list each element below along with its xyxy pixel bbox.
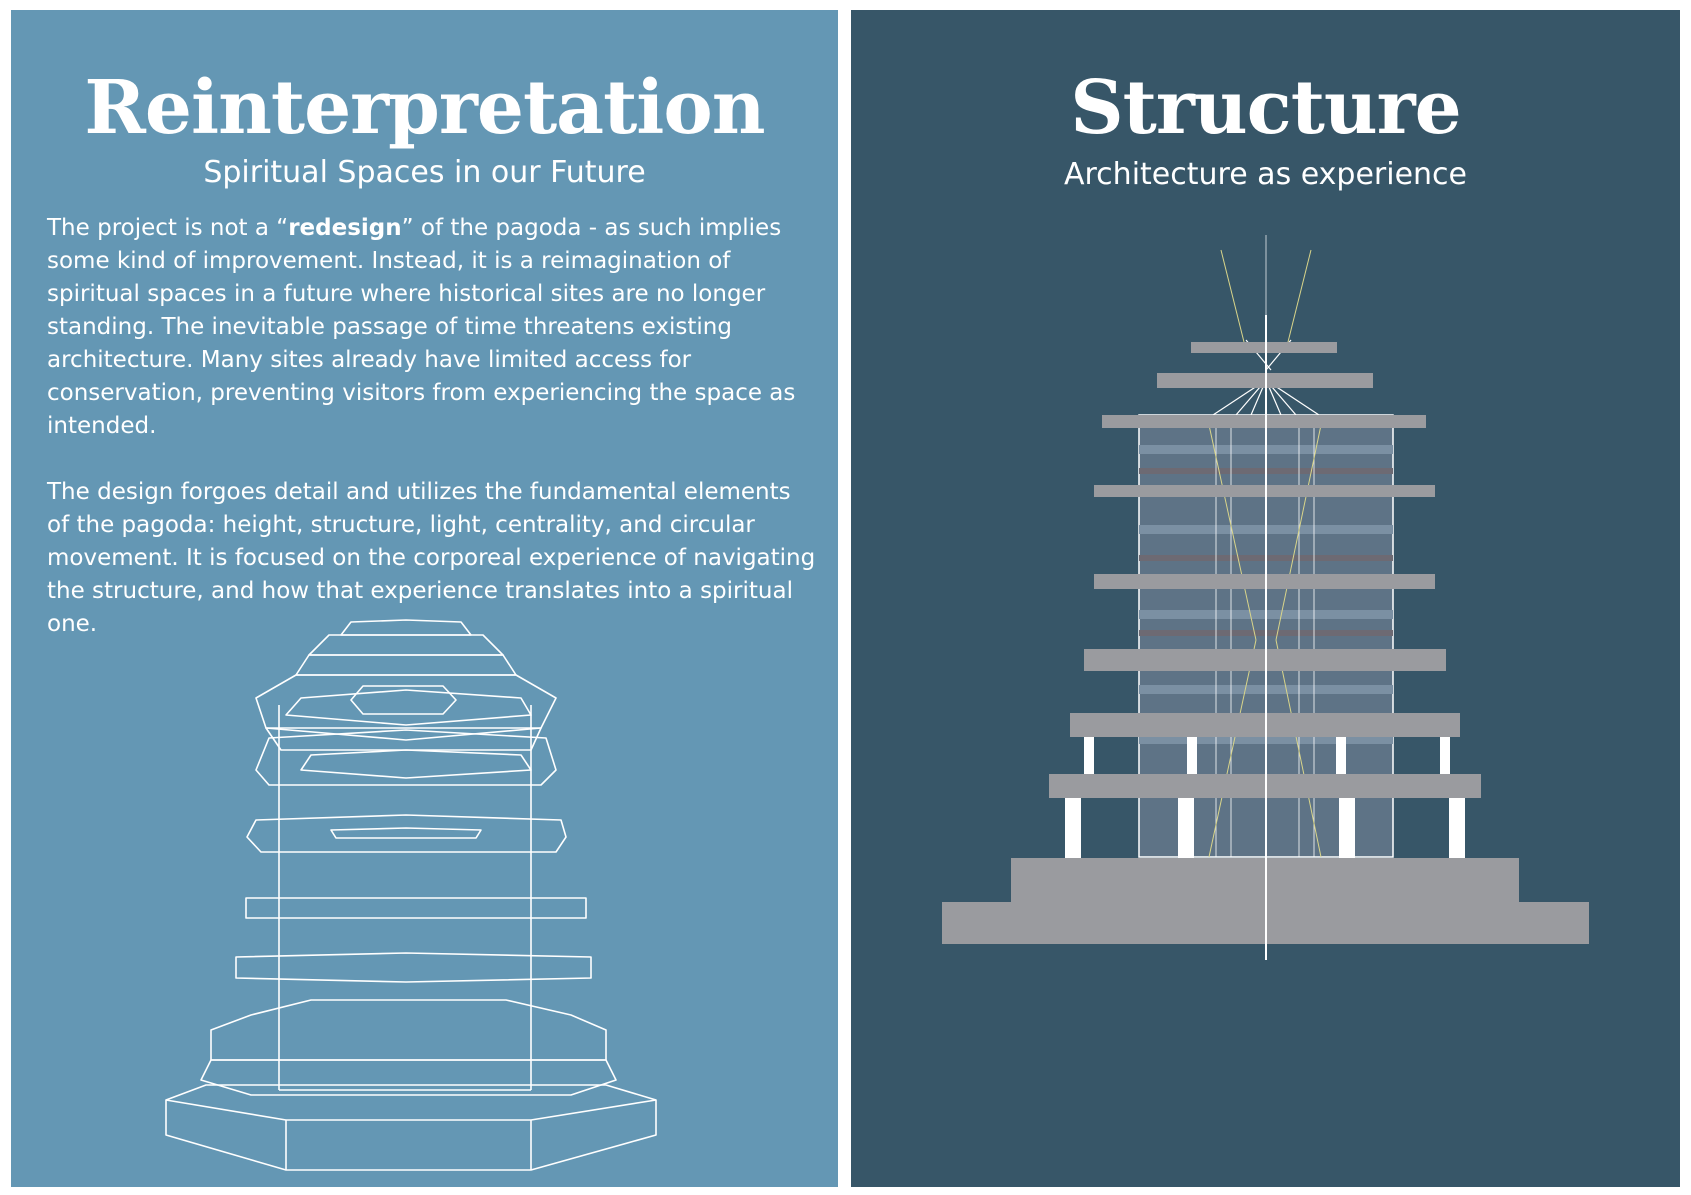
wireframe-tier-roof — [255, 674, 557, 751]
description-text: The project is not a “redesign” of the p… — [47, 212, 817, 641]
reinterpretation-subtitle: Spiritual Spaces in our Future — [203, 155, 646, 190]
structure-panel: Structure Architecture as experience — [851, 10, 1680, 1187]
section-sight-lines — [1208, 249, 1322, 858]
reinterpretation-title: Reinterpretation — [84, 65, 765, 151]
wireframe-tier-top — [295, 619, 517, 676]
paragraph-1-start: The project is not a “ — [47, 215, 289, 241]
pagoda-section-drawing — [942, 235, 1589, 960]
paragraph-1-end: ” of the pagoda - as such implies some k… — [47, 215, 796, 439]
wireframe-tier-middle — [255, 729, 557, 786]
description-paragraph-2: The design forgoes detail and utilizes t… — [47, 479, 816, 637]
structure-title: Structure — [1070, 65, 1462, 151]
description-paragraph-1: The project is not a “redesign” of the p… — [47, 212, 817, 443]
structure-subtitle: Architecture as experience — [1063, 157, 1468, 192]
wireframe-base — [165, 999, 657, 1171]
wireframe-tier-lower-middle — [246, 814, 567, 853]
reinterpretation-panel: Reinterpretation Spiritual Spaces in our… — [11, 10, 838, 1187]
wireframe-tier-lower — [235, 952, 592, 983]
wireframe-slab — [245, 897, 587, 919]
paragraph-1-emphasis: redesign — [288, 215, 402, 241]
section-columns — [1065, 737, 1465, 858]
pagoda-wireframe-drawing — [165, 619, 657, 1171]
